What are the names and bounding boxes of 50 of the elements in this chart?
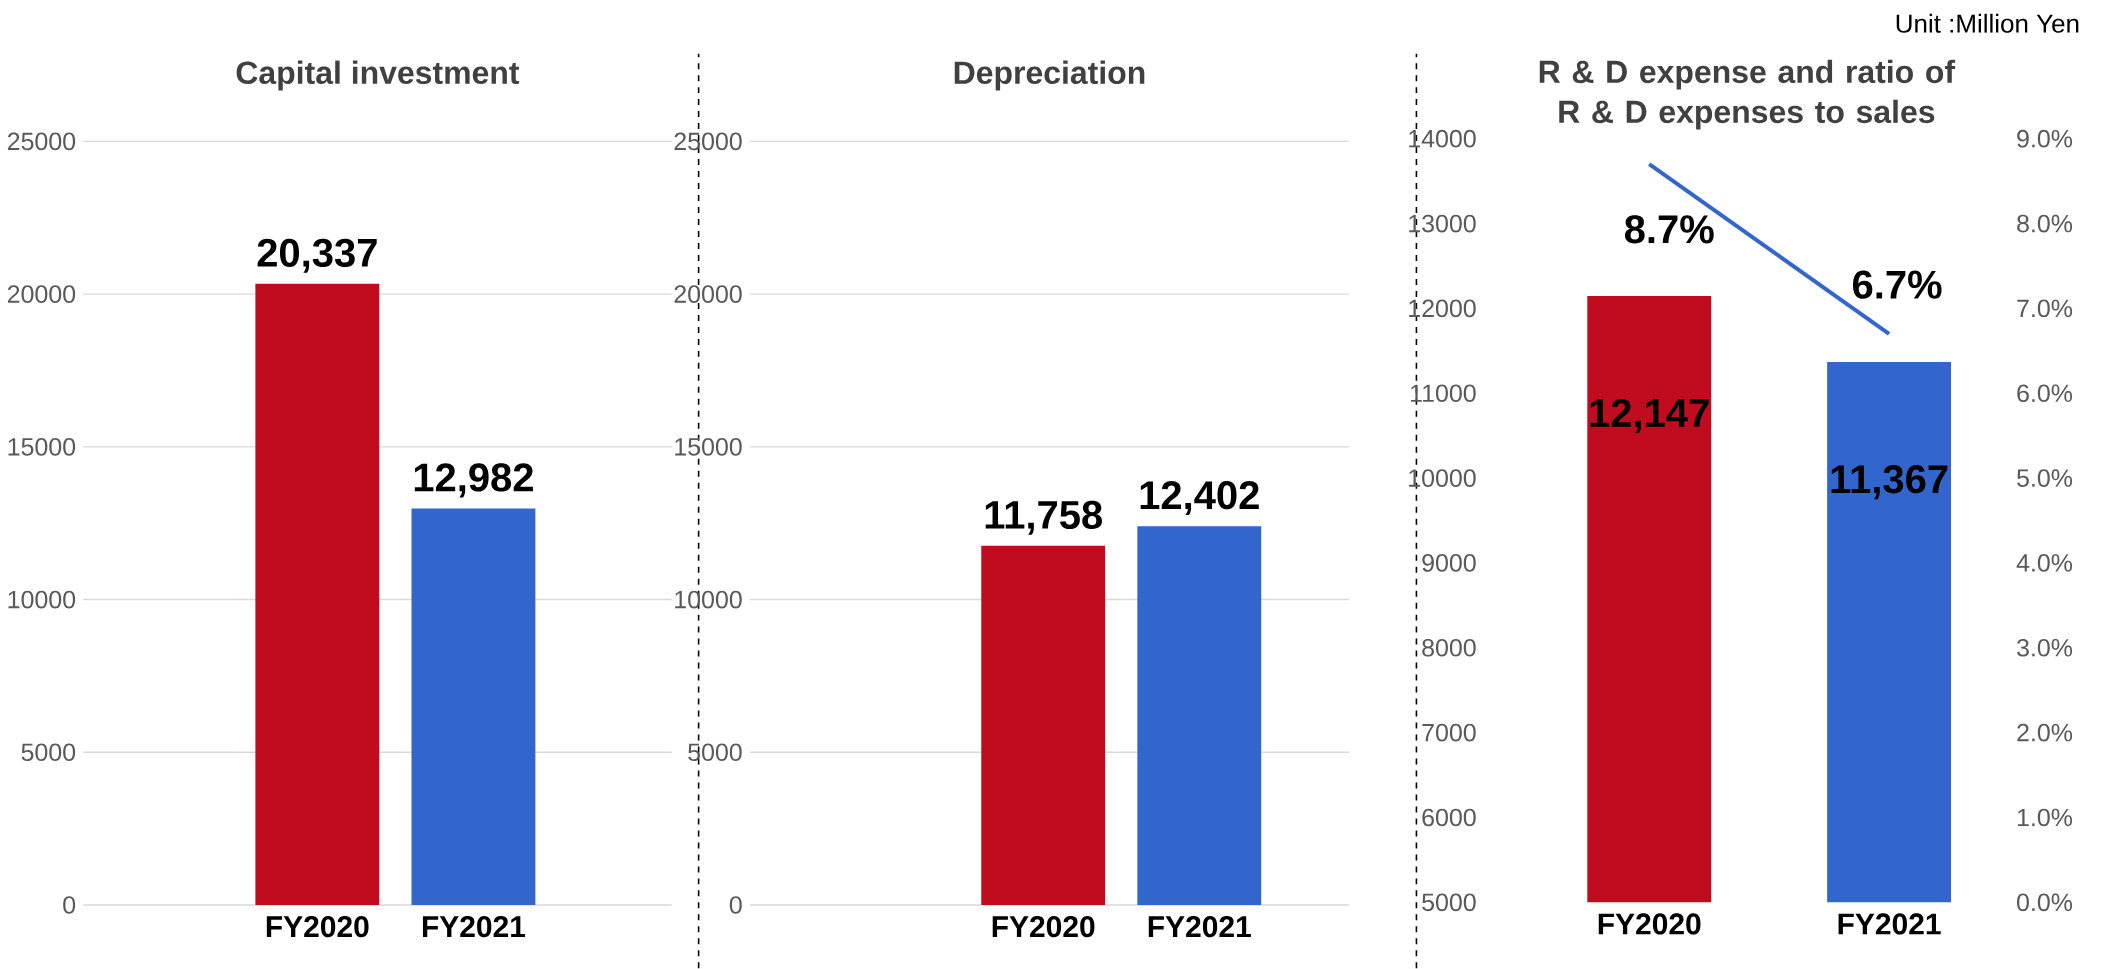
- data-label: 12,402: [1140, 481, 1259, 516]
- data-label: 11,367: [1831, 465, 1948, 500]
- y-tick-label: 14000: [1409, 129, 1476, 148]
- y-tick-label: 15000: [8, 437, 76, 456]
- y2-tick-label: 6.0%: [2017, 384, 2073, 403]
- y-tick-label: 10000: [675, 590, 742, 609]
- y2-tick-label: 9.0%: [2017, 129, 2073, 148]
- data-label: 8.7%: [1624, 215, 1714, 244]
- y-tick-label: 0: [63, 896, 76, 914]
- data-label: 12,982: [414, 463, 533, 498]
- data-label: 11,758: [985, 500, 1102, 535]
- y-tick-label: 20000: [674, 285, 742, 303]
- y2-tick-label: 5.0%: [2017, 469, 2073, 487]
- y-tick-label: 25000: [674, 132, 742, 151]
- x-tick-label: FY2020: [992, 916, 1095, 938]
- y2-tick-label: 4.0%: [2016, 554, 2073, 572]
- chart-title: Capital investment: [236, 60, 520, 91]
- x-tick-label: FY2021: [1838, 913, 1941, 935]
- chart-title: R & D expense and ratio of R & D expenses to sales: [1539, 59, 1956, 130]
- y-tick-label: 5000: [688, 743, 742, 762]
- y-tick-label: 25000: [7, 132, 76, 151]
- y2-tick-label: 0.0%: [2017, 893, 2073, 912]
- y2-tick-label: 3.0%: [2016, 638, 2073, 657]
- data-label: 6.7%: [1853, 270, 1942, 299]
- y-tick-label: 10000: [1409, 469, 1476, 487]
- y-tick-label: 7000: [1422, 723, 1476, 742]
- y-tick-label: 6000: [1422, 808, 1476, 827]
- y-tick-label: 13000: [1409, 214, 1476, 233]
- y-tick-label: 8000: [1422, 638, 1476, 657]
- x-tick-label: FY2020: [266, 916, 369, 938]
- x-tick-label: FY2021: [1148, 916, 1251, 938]
- y2-tick-label: 8.0%: [2017, 214, 2073, 233]
- y-tick-label: 20000: [7, 285, 76, 303]
- data-label: 12,147: [1590, 398, 1709, 433]
- y-tick-label: 5000: [1422, 893, 1476, 912]
- x-tick-label: FY2020: [1598, 913, 1701, 935]
- data-label: 20,337: [257, 238, 377, 273]
- y-tick-label: 9000: [1422, 554, 1476, 572]
- y2-tick-label: 1.0%: [2017, 808, 2073, 827]
- text: Unit :Million Yen: [1896, 13, 2079, 33]
- chart-title: Depreciation: [954, 60, 1145, 91]
- y-tick-label: 5000: [21, 743, 76, 762]
- y2-tick-label: 7.0%: [2017, 299, 2073, 318]
- y-tick-label: 0: [729, 896, 742, 914]
- y-tick-label: 10000: [8, 590, 76, 609]
- x-tick-label: FY2021: [422, 916, 526, 938]
- y2-tick-label: 2.0%: [2017, 723, 2073, 742]
- y-tick-label: 15000: [675, 437, 742, 456]
- y-tick-label: 12000: [1409, 299, 1476, 318]
- y-tick-label: 11000: [1411, 384, 1476, 403]
